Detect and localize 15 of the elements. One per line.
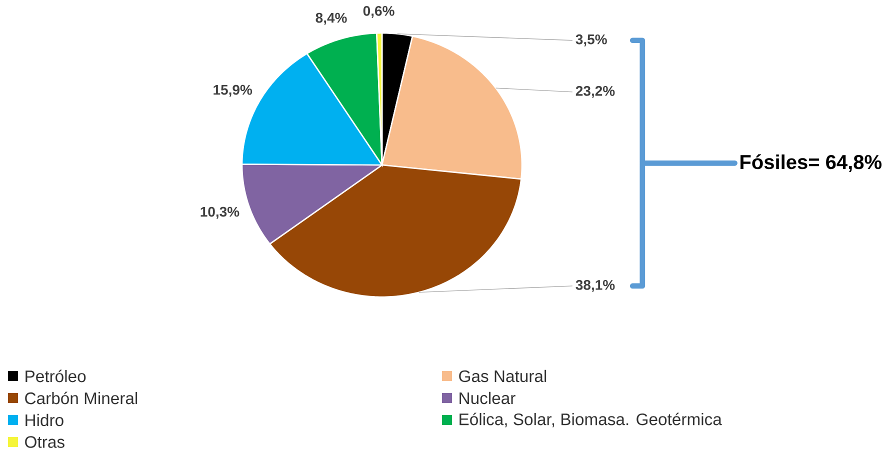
data-label: 8,4% <box>316 12 347 25</box>
data-label: 23,2% <box>576 86 615 98</box>
data-label: 38,1% <box>576 280 615 292</box>
legend-label: Carbón Mineral <box>25 392 138 404</box>
legend-label: Nuclear <box>460 392 516 404</box>
legend-label: Gas Natural <box>459 370 546 382</box>
data-label: 0,6% <box>363 6 394 18</box>
data-label: 10,3% <box>200 206 240 219</box>
text: Fósiles= 64,8% <box>740 154 882 172</box>
legend-label: Hidro <box>26 414 64 426</box>
legend-label: Otras <box>25 436 64 448</box>
legend-label: Petróleo <box>26 370 86 382</box>
data-label: 15,9% <box>214 84 252 97</box>
legend-label: Eólica, Solar, Biomasa. Geotérmica <box>460 412 722 428</box>
data-label: 3,5% <box>576 34 607 46</box>
